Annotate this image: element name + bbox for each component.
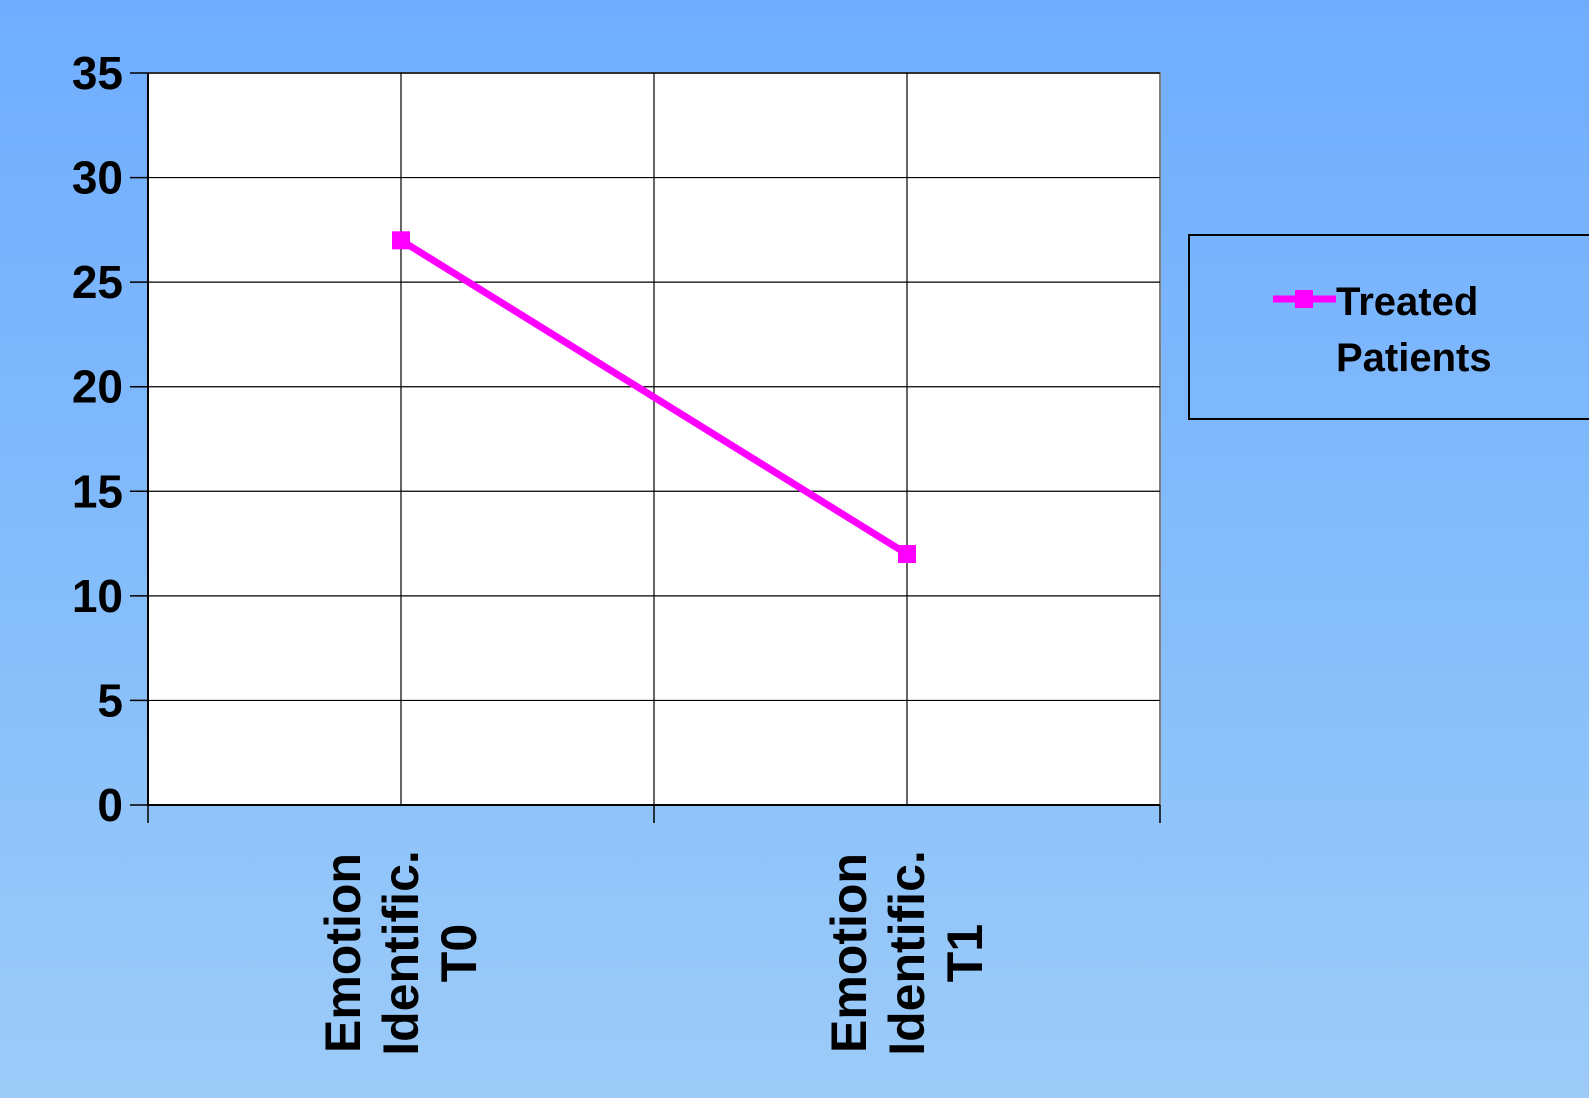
legend-square-marker	[1295, 290, 1313, 308]
y-tick-label: 20	[72, 361, 123, 413]
axes	[130, 72, 1161, 823]
x-tick-label-line: Identific.	[879, 850, 935, 1056]
y-tick-label: 25	[72, 256, 123, 308]
gridlines	[148, 72, 1160, 805]
y-tick-label: 0	[97, 779, 123, 831]
x-tick-label: Emotion Identific. T1	[821, 850, 993, 1056]
legend-label-line-1: Treated	[1336, 280, 1478, 324]
legend: Treated Patients	[1188, 234, 1589, 420]
x-tick-label: Emotion Identific. T0	[315, 850, 487, 1056]
x-tick-label-line: Emotion	[821, 853, 877, 1053]
legend-box	[1188, 234, 1589, 420]
x-tick-label-line: T0	[431, 924, 487, 982]
series-layer	[392, 231, 916, 564]
y-tick-label: 10	[72, 570, 123, 622]
y-tick-label: 5	[97, 674, 123, 726]
y-axis-tick-labels: 0 5 10 15 20 25 30 35	[72, 47, 123, 831]
x-tick-label-line: Identific.	[373, 850, 429, 1056]
x-tick-label-line: Emotion	[315, 853, 371, 1053]
series-line	[399, 237, 909, 558]
y-tick-label: 35	[72, 47, 123, 99]
y-tick-label: 15	[72, 465, 123, 517]
data-point-marker	[898, 545, 916, 564]
x-tick-label-line: T1	[937, 924, 993, 982]
y-tick-label: 30	[72, 152, 123, 204]
legend-label-line-2: Patients	[1336, 336, 1492, 380]
data-point-marker	[392, 231, 410, 250]
x-axis-tick-labels: Emotion Identific. T0 Emotion Identific. T1	[315, 850, 993, 1056]
